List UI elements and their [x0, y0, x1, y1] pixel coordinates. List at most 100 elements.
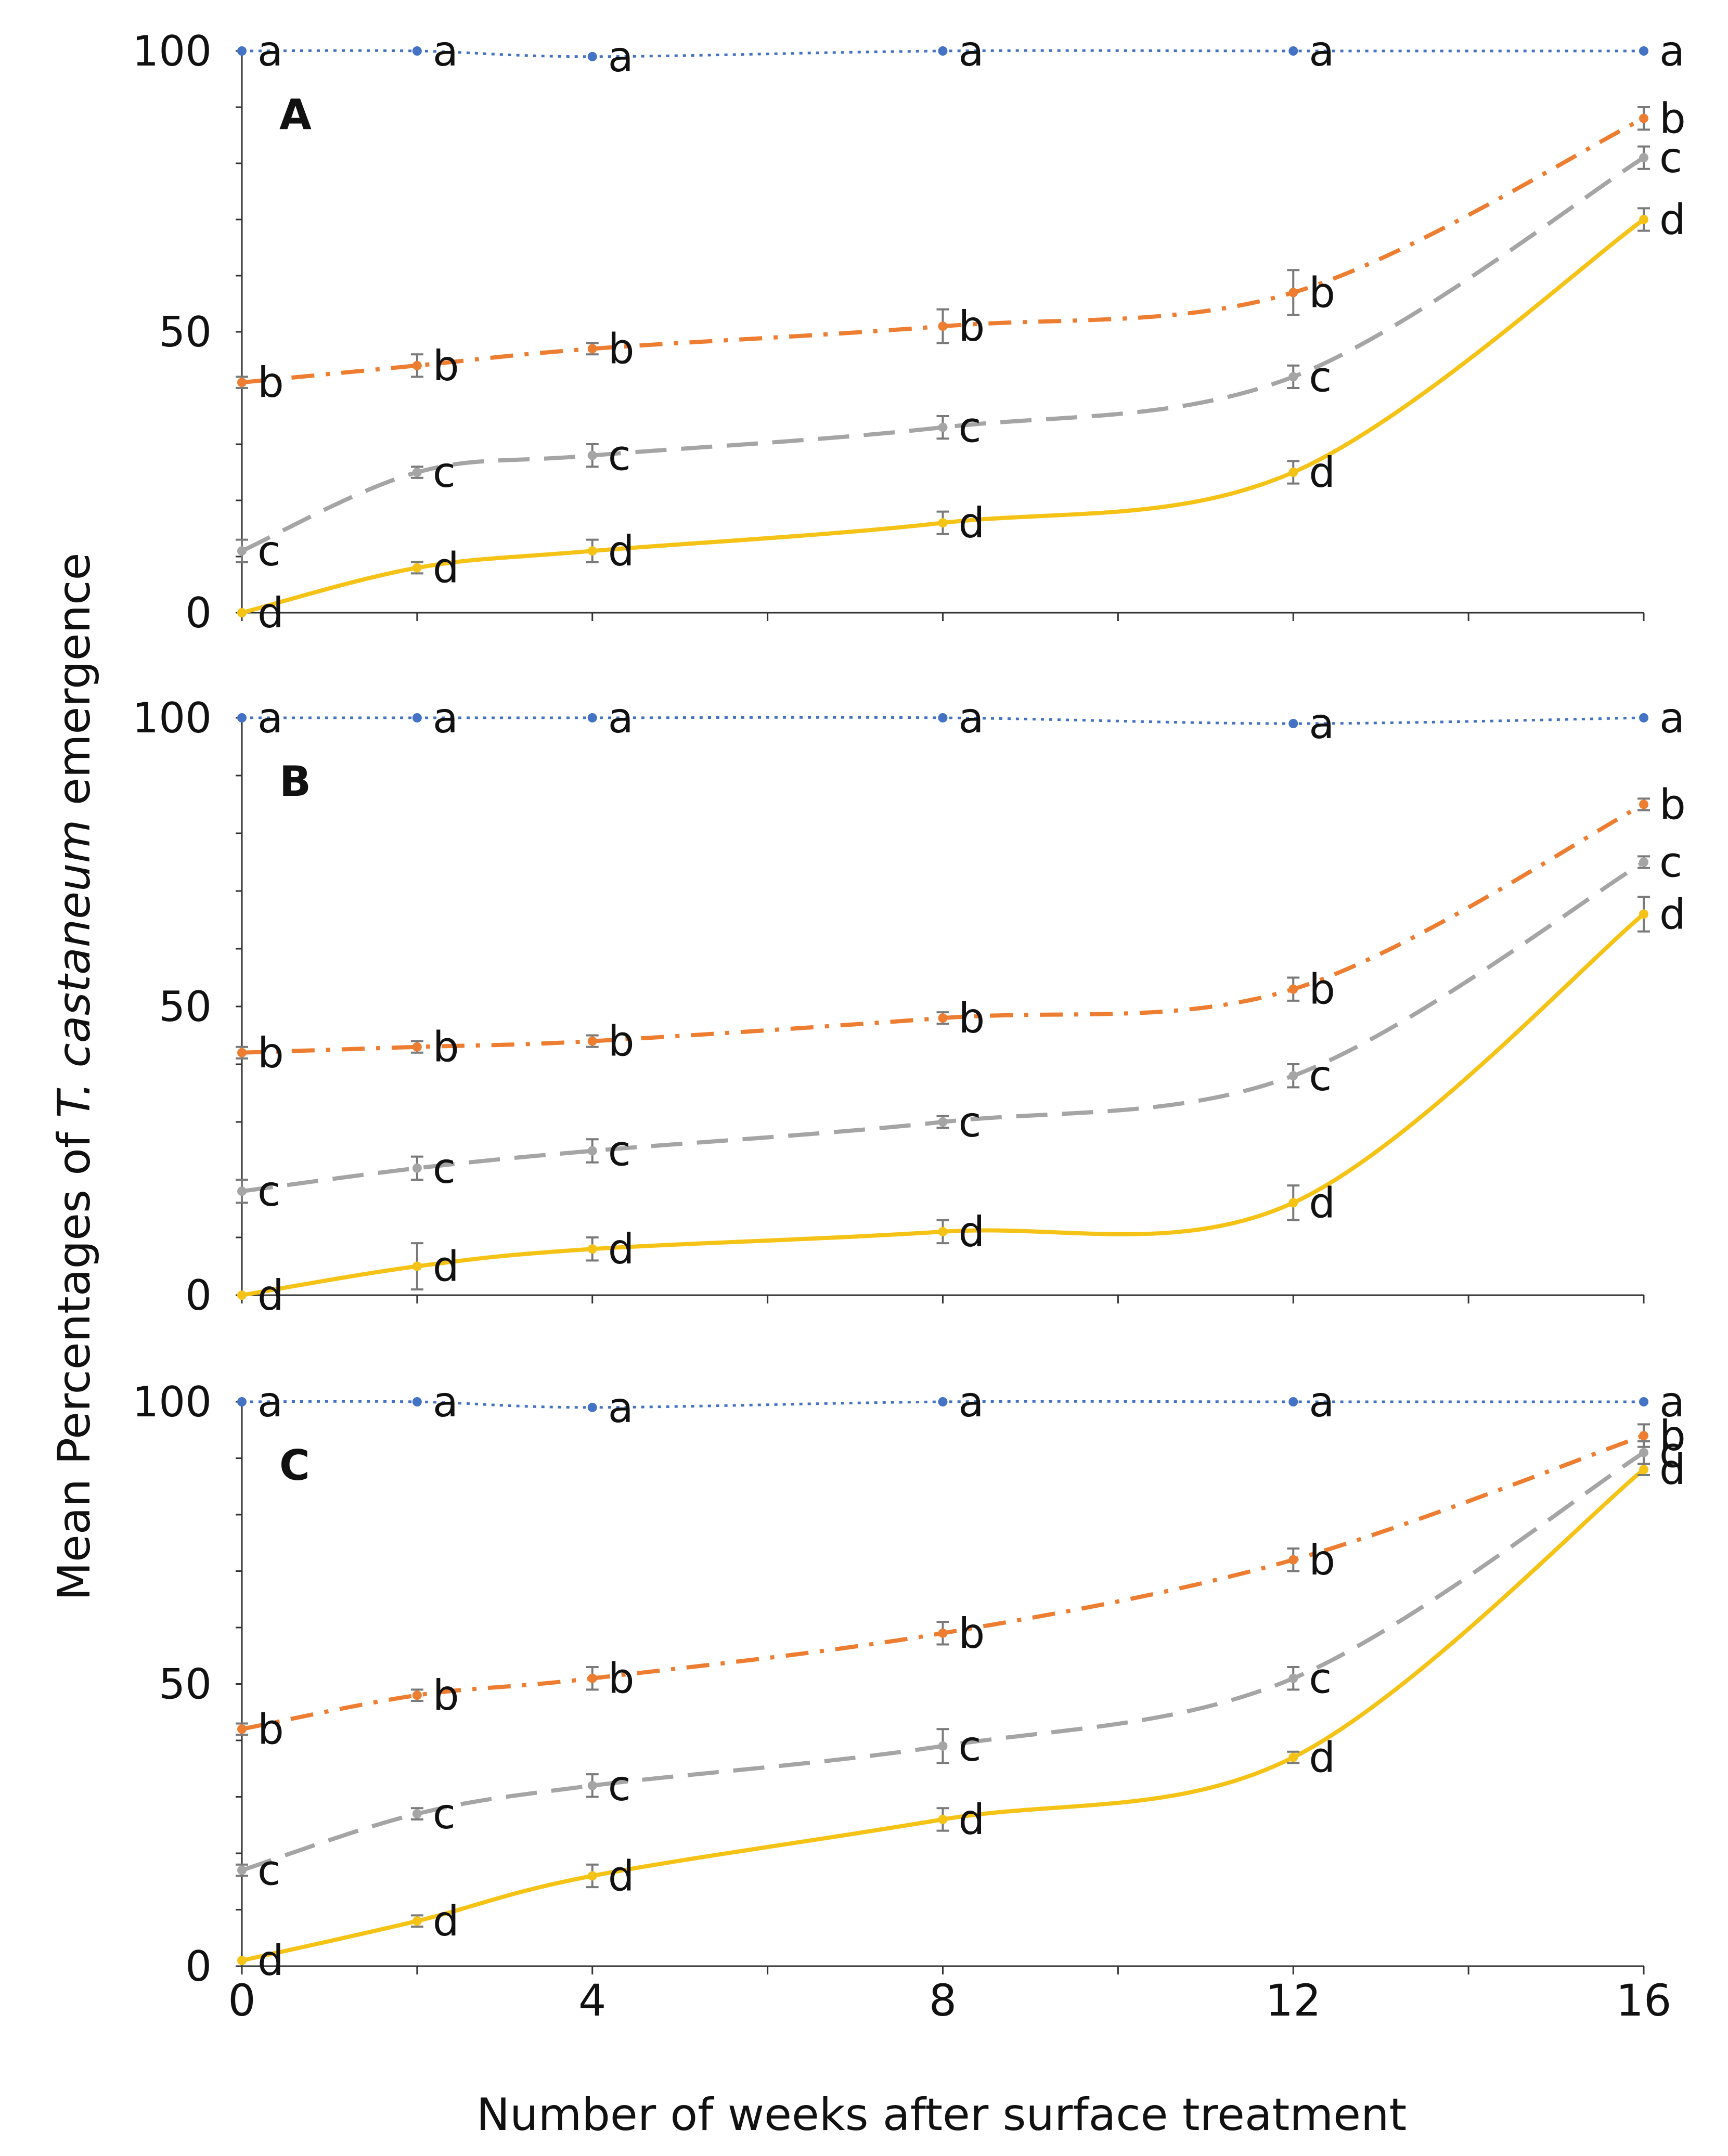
data-point: [237, 1048, 247, 1057]
data-point: [1288, 1397, 1298, 1406]
significance-letter: b: [959, 302, 985, 351]
significance-letter: b: [608, 325, 635, 373]
x-axis-title: Number of weeks after surface treatment: [476, 2089, 1407, 2141]
significance-letter: d: [433, 544, 459, 592]
significance-letter: a: [1659, 1378, 1685, 1426]
data-point: [1288, 1071, 1298, 1081]
data-point: [237, 1290, 247, 1300]
data-point: [587, 450, 597, 460]
x-tick-labels: 0 4 8 12 16: [228, 1975, 1671, 2026]
data-point: [938, 46, 948, 56]
significance-letter: b: [1659, 95, 1686, 143]
series-line: [241, 802, 1645, 1055]
data-point: [1639, 46, 1648, 56]
data-point: [938, 321, 948, 331]
data-point: [1639, 799, 1648, 809]
data-point: [587, 344, 597, 354]
significance-letter: a: [608, 1384, 634, 1432]
data-point: [938, 1227, 948, 1236]
significance-letter: b: [1309, 965, 1335, 1014]
significance-letter: c: [257, 527, 280, 575]
significance-letter: b: [433, 1023, 459, 1071]
y-tick-label: 0: [185, 589, 212, 637]
significance-letter: d: [1659, 890, 1686, 938]
series-line: [241, 860, 1645, 1194]
x-tick-label: 8: [929, 1975, 957, 2026]
series-2: b b b b b b: [236, 95, 1686, 407]
data-point: [938, 1814, 948, 1824]
data-point: [1639, 1397, 1648, 1406]
data-point: [587, 51, 597, 61]
significance-letter: c: [1659, 838, 1682, 887]
series-4: d d d d d d: [237, 196, 1686, 637]
data-point: [1639, 909, 1648, 919]
data-point: [587, 1244, 597, 1254]
significance-letter: b: [433, 1671, 459, 1720]
significance-letter: a: [959, 27, 984, 75]
significance-letter: a: [1659, 27, 1685, 75]
significance-letter: c: [1659, 1429, 1682, 1477]
data-point: [938, 1117, 948, 1127]
x-tick-label: 16: [1616, 1975, 1672, 2026]
series-3: c c c c c c: [236, 838, 1682, 1216]
series-2: b b b b b b: [236, 1412, 1686, 1753]
y-tick-label: 50: [159, 983, 212, 1031]
data-point: [1639, 1448, 1648, 1457]
significance-letter: c: [959, 404, 982, 452]
significance-letter: d: [608, 527, 635, 575]
data-point: [938, 1741, 948, 1751]
y-axis-title-suffix: emergence: [48, 553, 100, 820]
data-point: [1639, 215, 1648, 224]
series-4: d d d d d d: [237, 1445, 1686, 1985]
significance-letter: a: [959, 694, 984, 742]
data-point: [237, 1865, 247, 1875]
data-point: [587, 546, 597, 556]
significance-letter: c: [1309, 1052, 1332, 1100]
x-tick-label: 0: [228, 1975, 255, 2026]
significance-letter: d: [959, 1208, 985, 1256]
significance-letter: a: [608, 694, 634, 742]
significance-letter: a: [257, 694, 283, 742]
significance-letter: b: [257, 1705, 284, 1753]
series-2: b b b b b b: [236, 781, 1686, 1077]
series-3: c c c c c c: [236, 1429, 1682, 1895]
significance-letter: c: [608, 432, 631, 480]
y-axis-title-prefix: Mean Percentages of: [48, 1118, 100, 1601]
significance-letter: a: [433, 27, 458, 75]
series-line: [241, 1434, 1645, 1732]
significance-letter: d: [1309, 1734, 1335, 1782]
data-point: [1639, 857, 1648, 867]
significance-letter: a: [959, 1378, 984, 1426]
significance-letter: c: [1309, 353, 1332, 401]
significance-letter: b: [608, 1017, 635, 1066]
y-axis-title-species: T. castaneum: [48, 820, 100, 1118]
significance-letter: b: [257, 358, 284, 407]
data-point: [237, 378, 247, 388]
significance-letter: d: [433, 1243, 459, 1291]
significance-letter: b: [433, 342, 459, 390]
significance-letter: c: [1659, 134, 1682, 182]
significance-letter: b: [959, 1609, 985, 1658]
data-point: [1639, 713, 1648, 722]
data-point: [1288, 1752, 1298, 1762]
data-point: [1288, 288, 1298, 298]
significance-letter: c: [433, 1144, 456, 1193]
data-point: [1639, 1431, 1648, 1441]
significance-letter: d: [433, 1897, 459, 1945]
data-point: [412, 1042, 422, 1052]
y-tick-label: 50: [159, 308, 212, 356]
significance-letter: b: [1309, 1536, 1335, 1584]
data-point: [237, 1397, 247, 1406]
series-3: c c c c c c: [236, 134, 1682, 575]
series-line: [241, 117, 1645, 385]
data-point: [237, 46, 247, 56]
significance-letter: c: [257, 1167, 280, 1216]
significance-letter: c: [608, 1762, 631, 1810]
data-point: [237, 608, 247, 617]
significance-letter: d: [1309, 1179, 1335, 1227]
significance-letter: a: [1309, 1378, 1334, 1426]
